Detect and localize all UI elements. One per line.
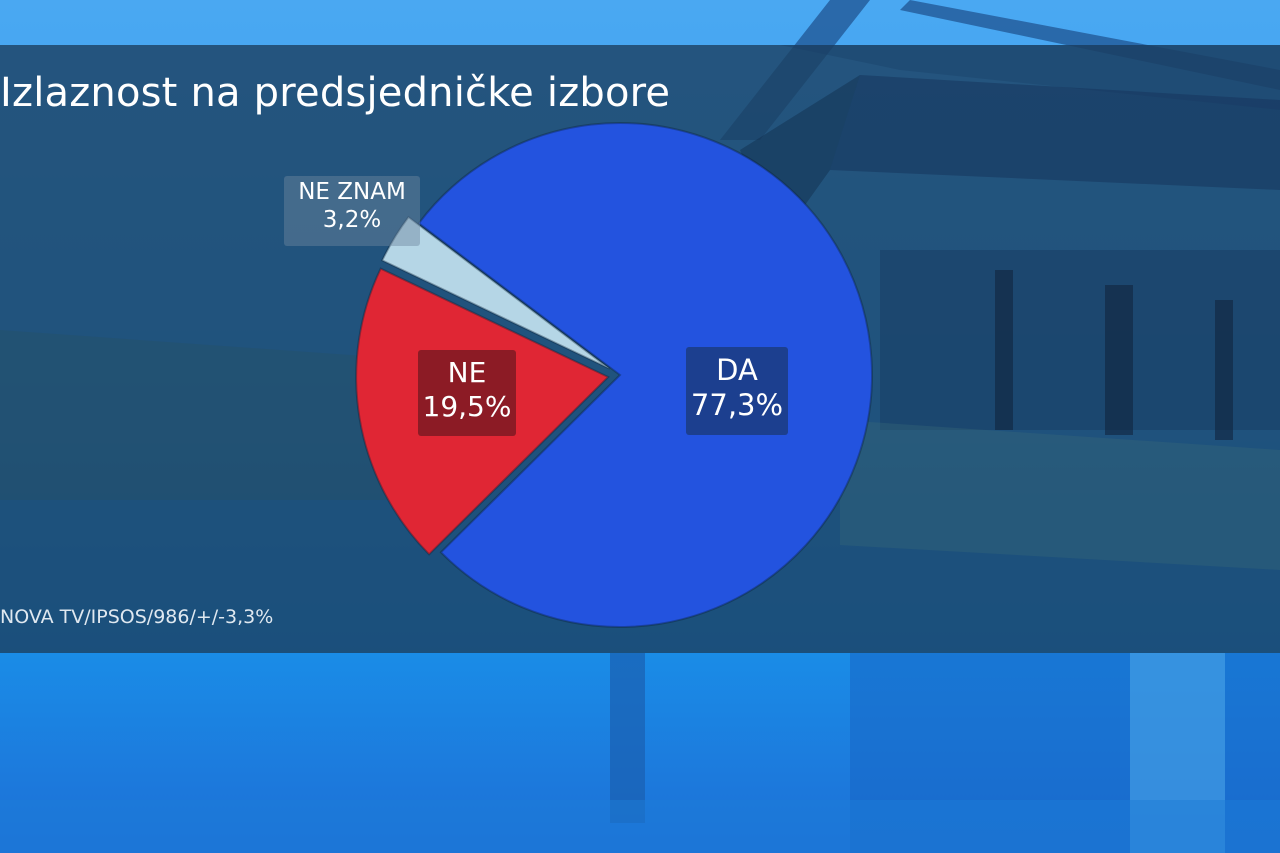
slice-label-ne-znam-value: 3,2% — [284, 207, 420, 235]
slice-label-ne: NE 19,5% — [418, 350, 516, 436]
slice-label-da-name: DA — [686, 353, 788, 388]
slice-label-da-value: 77,3% — [686, 388, 788, 423]
slice-label-ne-value: 19,5% — [418, 390, 516, 424]
source-note: NOVA TV/IPSOS/986/+/-3,3% — [0, 606, 273, 628]
slice-label-ne-znam: NE ZNAM 3,2% — [284, 176, 420, 246]
slice-label-ne-name: NE — [418, 356, 516, 390]
slice-label-ne-znam-name: NE ZNAM — [284, 179, 420, 207]
slice-label-da: DA 77,3% — [686, 347, 788, 435]
